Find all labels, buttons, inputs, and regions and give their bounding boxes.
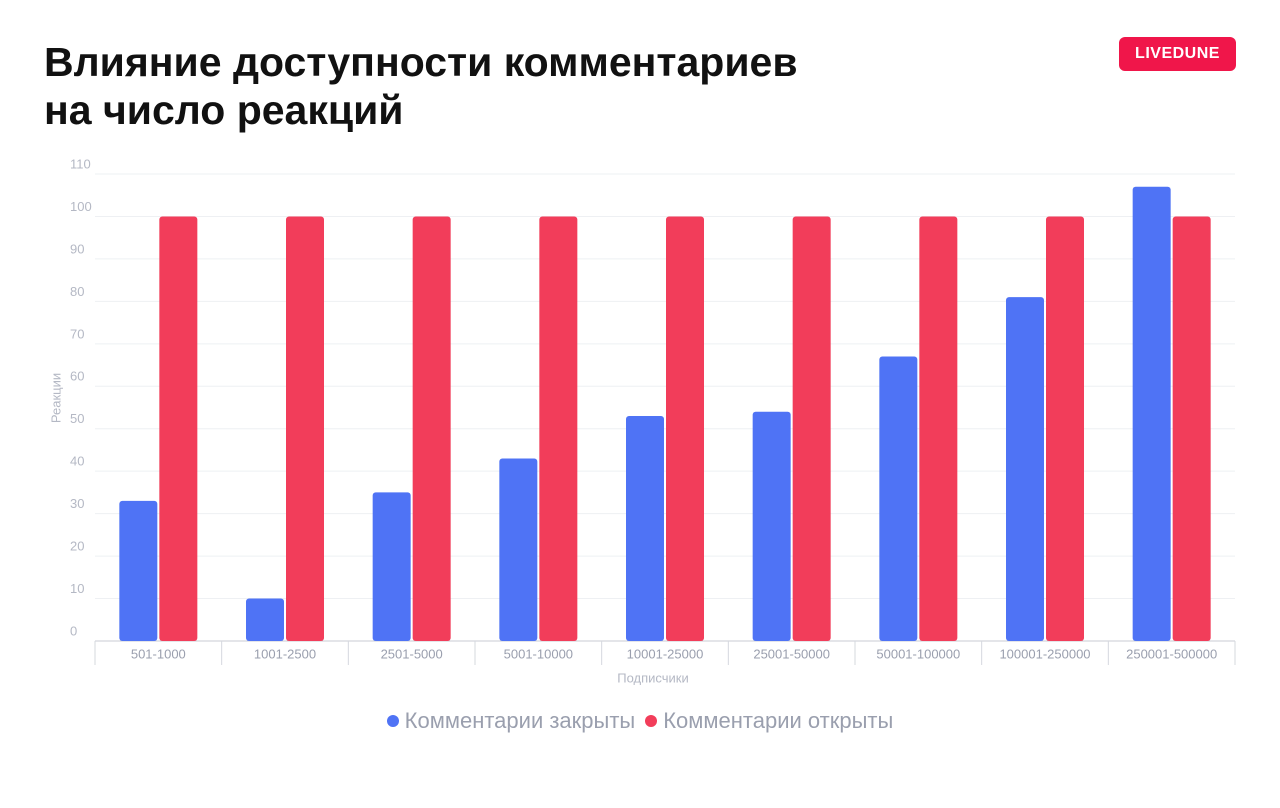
bar [752,411,791,641]
bar [879,356,918,641]
bar [499,458,538,641]
x-tick-label: 250001-500000 [1126,646,1217,661]
y-tick-label: 60 [70,369,84,384]
x-tick-label: 1001-2500 [254,646,316,661]
legend: Комментарии закрыты Комментарии открыты [0,708,1280,734]
y-tick-label: 10 [70,581,84,596]
bar [792,216,831,642]
x-tick-label: 2501-5000 [381,646,443,661]
y-tick-label: 0 [70,623,77,638]
x-axis-label: Подписчики [617,670,689,685]
bar [626,415,664,641]
x-tick-label: 501-1000 [131,646,186,661]
y-tick-label: 110 [70,156,91,171]
chart-title: Влияние доступности комментариев на числ… [44,39,798,133]
bar [1006,297,1044,641]
bar [372,492,411,641]
bar [539,216,578,642]
legend-marker [645,715,658,727]
legend-item[interactable]: Комментарии открыты [645,708,893,734]
legend-label: Комментарии открыты [663,708,894,733]
y-tick-label: 20 [70,539,84,554]
x-tick-label: 25001-50000 [753,646,830,661]
y-axis-label: Реакции [48,373,63,423]
bar [286,216,324,642]
bar [412,216,451,642]
y-tick-label: 90 [70,241,84,256]
legend-label: Комментарии закрыты [404,708,636,733]
y-tick-label: 80 [70,284,84,299]
bar [1132,186,1171,641]
legend-item[interactable]: Комментарии закрыты [386,708,636,734]
bar [1046,216,1084,642]
bar [246,598,284,641]
bar [119,500,158,641]
x-tick-label: 10001-25000 [627,646,704,661]
bar [159,216,198,642]
bar [666,216,704,642]
y-tick-label: 30 [70,496,84,511]
y-tick-label: 70 [70,326,84,341]
x-tick-label: 50001-100000 [876,646,960,661]
bar [1172,216,1211,642]
bar [919,216,958,642]
x-tick-label: 100001-250000 [999,646,1090,661]
y-tick-label: 40 [70,454,84,469]
y-tick-label: 100 [70,199,92,214]
logo[interactable]: LIVEDUNE [1119,37,1236,71]
legend-marker [386,715,399,727]
y-tick-label: 50 [70,411,84,426]
x-tick-label: 5001-10000 [504,646,573,661]
